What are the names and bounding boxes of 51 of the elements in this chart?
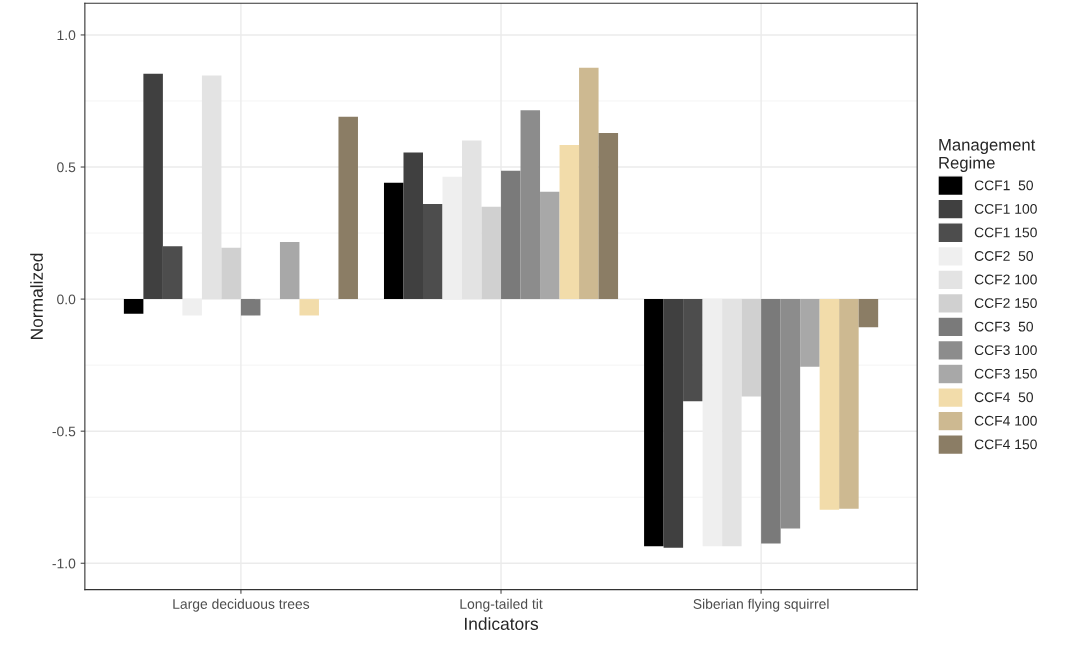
legend-label: CCF2 50 bbox=[974, 251, 1034, 261]
y-tick-label: -1.0 bbox=[52, 558, 76, 569]
bar bbox=[143, 73, 163, 300]
bar bbox=[839, 299, 859, 509]
bar bbox=[644, 299, 664, 547]
bar bbox=[403, 152, 423, 300]
bar bbox=[800, 299, 820, 367]
bar bbox=[540, 191, 560, 300]
bar bbox=[123, 299, 144, 314]
legend-label: CCF2 150 bbox=[974, 298, 1037, 308]
y-tick-label: -0.5 bbox=[52, 426, 76, 437]
legend-label: CCF4 150 bbox=[974, 439, 1037, 450]
bar bbox=[162, 246, 183, 300]
legend-title: Management Regime bbox=[939, 139, 1036, 172]
y-axis-title: Normalized bbox=[30, 253, 43, 339]
x-tick-label: Large deciduous trees bbox=[173, 598, 310, 612]
y-tick-label: 0.5 bbox=[57, 162, 76, 173]
bar bbox=[240, 299, 261, 316]
bar bbox=[598, 132, 619, 300]
legend-label: CCF4 100 bbox=[974, 415, 1037, 426]
y-tick-label: 1.0 bbox=[57, 30, 76, 41]
legend-label: CCF3 150 bbox=[974, 368, 1037, 379]
legend-label: CCF1 150 bbox=[974, 227, 1037, 238]
bar bbox=[579, 67, 599, 300]
bar bbox=[741, 299, 762, 397]
bar bbox=[520, 110, 541, 300]
bar bbox=[663, 299, 684, 548]
legend-label: CCF4 50 bbox=[974, 392, 1034, 403]
bar bbox=[683, 299, 703, 402]
bar bbox=[279, 242, 300, 300]
legend-label: CCF1 100 bbox=[974, 203, 1037, 214]
y-tick-label: 0.0 bbox=[57, 294, 76, 305]
bar bbox=[299, 299, 319, 316]
bar bbox=[858, 299, 879, 328]
bar bbox=[422, 204, 443, 300]
bar bbox=[501, 170, 521, 300]
bar bbox=[559, 145, 580, 300]
bar bbox=[383, 182, 404, 300]
bar bbox=[338, 116, 358, 300]
x-tick-label: Long-tailed tit bbox=[460, 598, 543, 612]
x-axis-title: Indicators bbox=[465, 617, 539, 630]
bar bbox=[819, 299, 840, 510]
bar bbox=[761, 299, 781, 544]
legend-label: CCF3 50 bbox=[974, 321, 1034, 332]
bar bbox=[221, 247, 241, 300]
x-tick-label: Siberian flying squirrel bbox=[693, 598, 829, 612]
legend-label: CCF2 100 bbox=[974, 274, 1037, 285]
legend-label: CCF1 50 bbox=[974, 180, 1034, 191]
bar bbox=[780, 299, 801, 529]
bar bbox=[481, 206, 502, 300]
legend-label: CCF3 100 bbox=[974, 345, 1037, 356]
